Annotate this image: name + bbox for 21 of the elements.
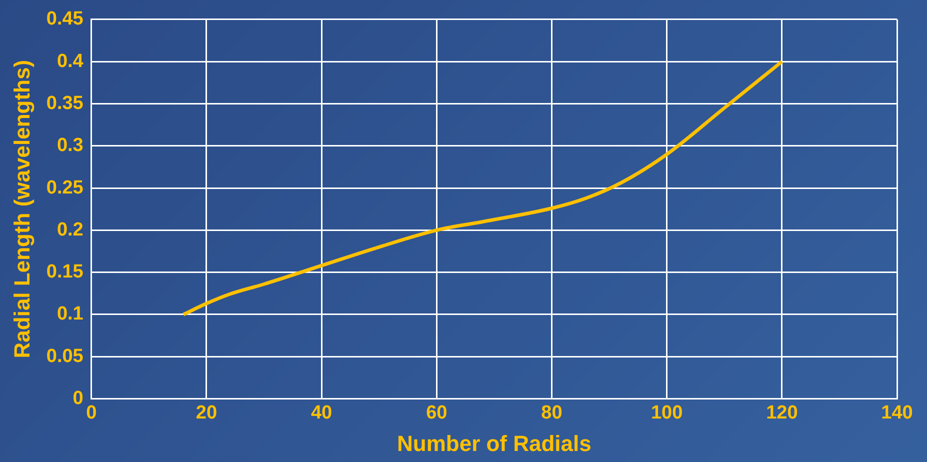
- y-axis-title: Radial Length (wavelengths): [9, 60, 34, 358]
- line-series: [182, 60, 784, 316]
- y-tick-label: 0.1: [56, 304, 84, 325]
- x-tick-label: 40: [310, 402, 332, 424]
- y-tick-label: 0.05: [46, 346, 84, 367]
- x-tick-label: 80: [541, 402, 562, 424]
- x-tick-label: 100: [650, 402, 683, 424]
- x-tick-label: 60: [426, 402, 448, 424]
- x-tick-label: 0: [86, 402, 97, 424]
- y-tick-label: 0.35: [46, 92, 84, 114]
- x-tick-label: 140: [881, 402, 913, 424]
- y-tick-label: 0.45: [46, 8, 84, 30]
- x-tick-label: 20: [196, 402, 218, 424]
- y-tick-label: 0.3: [56, 135, 84, 156]
- x-axis-title: Number of Radials: [397, 430, 592, 456]
- y-tick-label: 0.15: [46, 262, 84, 283]
- y-tick-label: 0: [72, 388, 84, 410]
- y-tick-label: 0.2: [56, 219, 84, 240]
- x-tick-label: 120: [766, 402, 798, 424]
- y-tick-label: 0.4: [56, 50, 84, 72]
- y-tick-label: 0.25: [46, 177, 84, 198]
